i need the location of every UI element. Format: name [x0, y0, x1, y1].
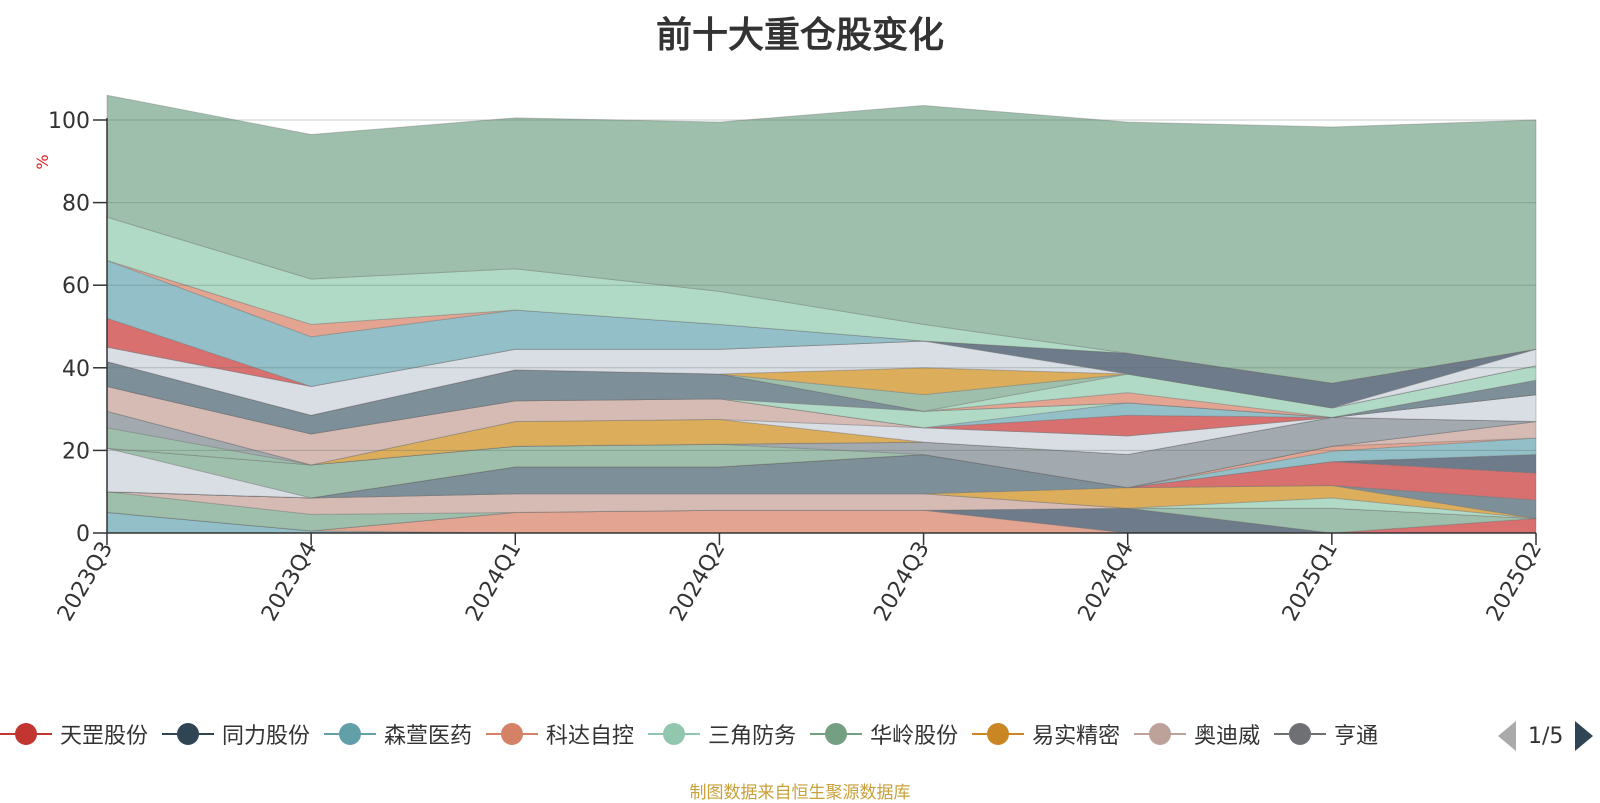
legend-item[interactable]: 同力股份: [162, 718, 310, 750]
y-tick-label-40: 40: [62, 357, 90, 382]
legend-item[interactable]: 亨通: [1274, 718, 1378, 750]
x-tick-label-2024Q4: 2024Q4: [1074, 538, 1139, 626]
legend-marker-icon: [1134, 723, 1187, 745]
legend-marker-icon: [324, 723, 377, 745]
legend-label: 科达自控: [546, 724, 635, 749]
legend-label: 森萱医药: [384, 724, 473, 749]
legend-item[interactable]: 三角防务: [648, 718, 796, 750]
legend-marker-icon: [810, 723, 863, 745]
legend-label: 易实精密: [1032, 724, 1121, 749]
x-tick-label-2024Q2: 2024Q2: [665, 538, 730, 626]
legend-marker-icon: [486, 723, 539, 745]
legend-pager: 1/5: [1498, 718, 1594, 754]
legend-label: 同力股份: [222, 724, 311, 749]
x-tick-label-2025Q2: 2025Q2: [1482, 538, 1547, 626]
legend-item[interactable]: 科达自控: [486, 718, 634, 750]
legend: 天罡股份 同力股份 森萱医药 科达自控 三角防务 华岭股份 易实精密 奥迪威 亨通: [0, 718, 1487, 758]
y-tick-label-60: 60: [62, 274, 90, 299]
area-series-28: [106, 361, 1537, 418]
legend-label: 奥迪威: [1194, 724, 1261, 749]
legend-marker-icon: [972, 723, 1025, 745]
legend-label: 华岭股份: [870, 724, 959, 749]
legend-item[interactable]: 华岭股份: [810, 718, 958, 750]
chart-title: 前十大重仓股变化: [655, 15, 944, 56]
legend-page-indicator: 1/5: [1528, 723, 1564, 749]
area-series-26: [106, 360, 1537, 435]
x-tick-label-2023Q3: 2023Q3: [53, 538, 118, 626]
legend-item[interactable]: 奥迪威: [1134, 718, 1260, 750]
y-tick-label-0: 0: [76, 522, 90, 547]
x-tick-label-2024Q3: 2024Q3: [869, 538, 934, 626]
x-tick-label-2024Q1: 2024Q1: [461, 538, 526, 626]
legend-marker-icon: [162, 723, 215, 745]
area-series-21: [106, 394, 1537, 466]
legend-item[interactable]: 易实精密: [972, 718, 1120, 750]
area-series-37: [106, 94, 1537, 384]
legend-next-icon[interactable]: [1575, 721, 1594, 751]
y-tick-label-80: 80: [62, 192, 90, 217]
legend-label: 三角防务: [708, 724, 797, 749]
source-note: 制图数据来自恒生聚源数据库: [689, 783, 911, 803]
legend-marker-icon: [648, 723, 701, 745]
legend-marker-icon: [0, 723, 52, 745]
y-axis-label: %: [33, 154, 52, 169]
legend-label: 亨通: [1334, 724, 1379, 749]
x-tick-label-2023Q4: 2023Q4: [257, 538, 322, 626]
legend-label: 天罡股份: [60, 724, 149, 749]
legend-prev-icon[interactable]: [1498, 721, 1516, 751]
legend-marker-icon: [1274, 723, 1327, 745]
y-tick-label-20: 20: [62, 439, 90, 464]
legend-item[interactable]: 森萱医药: [324, 718, 472, 750]
x-tick-label-2025Q1: 2025Q1: [1278, 538, 1343, 626]
y-tick-label-100: 100: [48, 109, 90, 134]
legend-item[interactable]: 天罡股份: [0, 718, 148, 750]
